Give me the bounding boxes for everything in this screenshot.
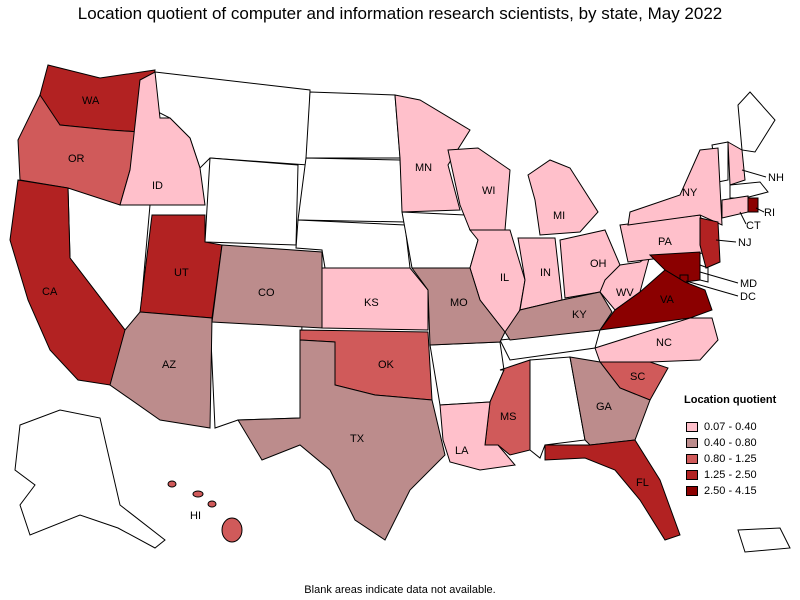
label-NJ: NJ bbox=[738, 237, 751, 249]
blank-states bbox=[14, 71, 791, 553]
callout-NJ bbox=[715, 239, 737, 243]
state-MO[interactable] bbox=[411, 267, 506, 346]
label-ID: ID bbox=[152, 180, 163, 192]
legend-title: Location quotient bbox=[684, 394, 777, 406]
map-title: Location quotient of computer and inform… bbox=[77, 4, 723, 23]
state-ID[interactable] bbox=[119, 71, 206, 206]
territory-PR[interactable] bbox=[737, 527, 791, 553]
legend-label: 0.80 - 1.25 bbox=[704, 453, 757, 465]
state-ME[interactable] bbox=[737, 91, 776, 153]
label-GA: GA bbox=[596, 401, 613, 413]
legend-label: 0.07 - 0.40 bbox=[704, 421, 757, 433]
label-PA: PA bbox=[658, 236, 673, 248]
legend-label: 1.25 - 2.50 bbox=[704, 469, 757, 481]
state-CT[interactable] bbox=[721, 195, 749, 219]
label-MI: MI bbox=[553, 210, 565, 222]
label-OH: OH bbox=[590, 258, 607, 270]
label-AZ: AZ bbox=[162, 359, 176, 371]
label-CO: CO bbox=[258, 287, 275, 299]
label-CT: CT bbox=[746, 220, 761, 232]
callout-CT bbox=[739, 211, 747, 225]
label-MD: MD bbox=[740, 278, 757, 290]
label-DC: DC bbox=[740, 291, 756, 303]
legend-label: 2.50 - 4.15 bbox=[704, 485, 757, 497]
state-WV[interactable] bbox=[599, 253, 651, 311]
legend-item: 0.07 - 0.40 bbox=[686, 420, 757, 434]
legend-item: 0.40 - 0.80 bbox=[686, 436, 757, 450]
label-VA: VA bbox=[660, 294, 675, 306]
callout-RI bbox=[755, 207, 765, 213]
legend-swatch bbox=[686, 454, 698, 464]
label-MN: MN bbox=[415, 162, 432, 174]
state-FL[interactable] bbox=[544, 439, 681, 541]
label-IL: IL bbox=[500, 272, 509, 284]
state-RI[interactable] bbox=[747, 197, 759, 213]
data-states bbox=[9, 64, 759, 543]
state-AK[interactable] bbox=[14, 409, 166, 549]
label-LA: LA bbox=[455, 445, 469, 457]
label-NC: NC bbox=[656, 337, 672, 349]
legend-item: 2.50 - 4.15 bbox=[686, 484, 757, 498]
legend-item: 0.80 - 1.25 bbox=[686, 452, 757, 466]
state-WY[interactable] bbox=[204, 157, 299, 246]
footnote: Blank areas indicate data not available. bbox=[304, 584, 496, 596]
legend-swatch bbox=[686, 486, 698, 496]
label-FL: FL bbox=[636, 477, 649, 489]
label-KS: KS bbox=[364, 297, 379, 309]
state-NJ[interactable] bbox=[699, 217, 721, 269]
state-VA[interactable] bbox=[598, 269, 713, 331]
legend-label: 0.40 - 0.80 bbox=[704, 437, 757, 449]
legend-item: 1.25 - 2.50 bbox=[686, 468, 757, 482]
state-MA[interactable] bbox=[729, 181, 769, 199]
label-KY: KY bbox=[572, 309, 587, 321]
legend-swatch bbox=[686, 422, 698, 432]
label-OR: OR bbox=[68, 153, 85, 165]
state-NH[interactable] bbox=[727, 141, 746, 186]
label-IN: IN bbox=[540, 267, 551, 279]
label-WA: WA bbox=[82, 95, 100, 107]
legend-swatch bbox=[686, 470, 698, 480]
label-WV: WV bbox=[616, 287, 634, 299]
state-GA[interactable] bbox=[569, 356, 651, 446]
label-NY: NY bbox=[682, 187, 698, 199]
label-MO: MO bbox=[450, 297, 468, 309]
state-labels: WA OR CA ID UT AZ CO KS OK TX MN WI MI I… bbox=[42, 95, 784, 522]
label-TX: TX bbox=[350, 433, 365, 445]
state-SD[interactable] bbox=[297, 157, 406, 223]
label-SC: SC bbox=[630, 371, 645, 383]
state-NY[interactable] bbox=[627, 147, 723, 226]
callout-MD bbox=[699, 271, 739, 284]
label-OK: OK bbox=[378, 359, 395, 371]
legend-swatch bbox=[686, 438, 698, 448]
label-MS: MS bbox=[500, 411, 517, 423]
label-CA: CA bbox=[42, 286, 58, 298]
state-LA[interactable] bbox=[439, 401, 516, 471]
label-WI: WI bbox=[482, 185, 495, 197]
callout-DC bbox=[685, 280, 739, 297]
state-TX[interactable] bbox=[237, 339, 446, 541]
label-UT: UT bbox=[174, 267, 189, 279]
state-MI[interactable] bbox=[527, 159, 599, 236]
callout-lines bbox=[685, 169, 767, 297]
state-NM[interactable] bbox=[209, 317, 303, 429]
label-HI: HI bbox=[190, 510, 201, 522]
callout-NH bbox=[741, 169, 767, 178]
state-KS[interactable] bbox=[321, 267, 429, 331]
state-MN[interactable] bbox=[394, 94, 471, 213]
state-ND[interactable] bbox=[305, 91, 401, 159]
state-HI[interactable] bbox=[167, 480, 243, 543]
label-NH: NH bbox=[768, 172, 784, 184]
state-AZ[interactable] bbox=[109, 311, 213, 429]
state-KY[interactable] bbox=[504, 291, 613, 341]
label-RI: RI bbox=[764, 207, 775, 219]
